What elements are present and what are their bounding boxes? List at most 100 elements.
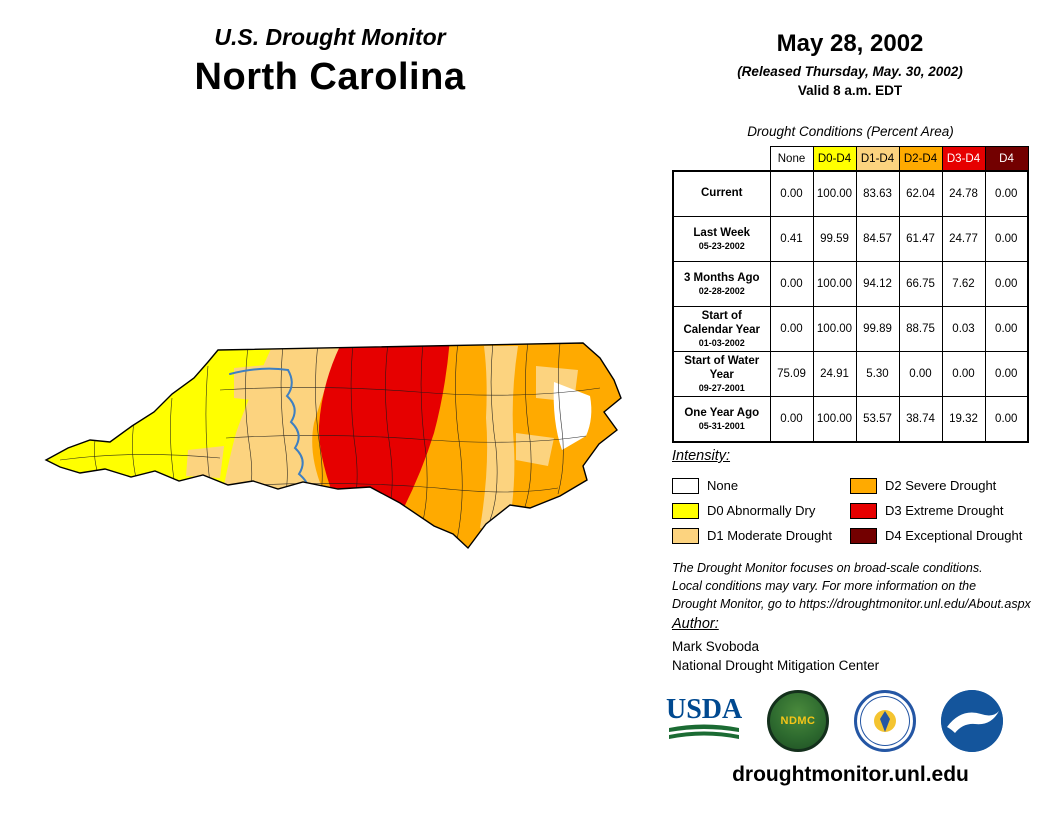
- drought-conditions-table: None D0-D4 D1-D4 D2-D4 D3-D4 D4 Current …: [672, 146, 1029, 443]
- row-label: Current: [672, 170, 771, 217]
- legend-swatch-d3: [850, 502, 877, 519]
- table-cell: 66.75: [898, 261, 943, 307]
- row-label: Start of Calendar Year 01-03-2002: [672, 306, 771, 352]
- valid-time: Valid 8 a.m. EDT: [797, 83, 903, 98]
- title-block: U.S. Drought Monitor North Carolina: [140, 24, 520, 99]
- legend-swatch-none: [672, 477, 699, 494]
- table-cell: 94.12: [855, 261, 900, 307]
- legend-swatch-d4: [850, 527, 877, 544]
- table-cell: 0.00: [984, 351, 1029, 397]
- column-header-d3-d4: D3-D4: [941, 146, 986, 172]
- table-cell: 38.74: [898, 396, 943, 443]
- legend-item-d0: D0 Abnormally Dry: [672, 502, 850, 519]
- table-cell: 62.04: [898, 170, 943, 217]
- column-header-d0-d4: D0-D4: [812, 146, 857, 172]
- legend-item-d1: D1 Moderate Drought: [672, 527, 850, 544]
- disclaimer-line: The Drought Monitor focuses on broad-sca…: [672, 561, 983, 575]
- row-label: One Year Ago 05-31-2001: [672, 396, 771, 443]
- legend-grid: None D0 Abnormally Dry D1 Moderate Droug…: [672, 473, 1042, 548]
- table-cell: 19.32: [941, 396, 986, 443]
- row-label-text: 3 Months Ago: [683, 271, 760, 284]
- report-date: May 28, 2002: [776, 30, 924, 57]
- table-cell: 75.09: [769, 351, 814, 397]
- legend-title: Intensity:: [672, 448, 731, 464]
- row-label: 3 Months Ago 02-28-2002: [672, 261, 771, 307]
- doc-emblem-icon: [874, 710, 896, 732]
- row-sublabel-text: 05-23-2002: [698, 241, 745, 252]
- author-name: Mark Svoboda: [672, 639, 760, 654]
- table-row-start-calendar-year: Start of Calendar Year 01-03-2002 0.00 1…: [672, 306, 1029, 352]
- row-sublabel-text: 02-28-2002: [698, 286, 745, 297]
- column-header-d2-d4: D2-D4: [898, 146, 943, 172]
- author-org: National Drought Mitigation Center: [672, 658, 880, 673]
- footer-url: droughtmonitor.unl.edu: [732, 763, 969, 786]
- region-title: North Carolina: [194, 56, 466, 98]
- usda-logo: USDA: [666, 695, 742, 747]
- table-cell: 0.00: [769, 306, 814, 352]
- table-cell: 0.00: [984, 216, 1029, 262]
- table-cell: 0.00: [984, 261, 1029, 307]
- report-title: U.S. Drought Monitor: [214, 24, 446, 50]
- table-cell: 0.00: [769, 261, 814, 307]
- legend-label: D0 Abnormally Dry: [707, 503, 816, 518]
- drought-map-north-carolina: [38, 338, 630, 569]
- noaa-gull-icon: [941, 690, 1003, 752]
- table-cell: 61.47: [898, 216, 943, 262]
- table-cell: 88.75: [898, 306, 943, 352]
- row-label: Start of Water Year 09-27-2001: [672, 351, 771, 397]
- region-d1-patch-nw: [234, 364, 276, 402]
- legend-swatch-d2: [850, 477, 877, 494]
- legend-item-d2: D2 Severe Drought: [850, 477, 1040, 494]
- disclaimer: The Drought Monitor focuses on broad-sca…: [672, 560, 1031, 613]
- table-cell: 0.00: [984, 396, 1029, 443]
- column-header-d4: D4: [984, 146, 1029, 172]
- table-cell: 0.00: [898, 351, 943, 397]
- author-block: Author: Mark Svoboda National Drought Mi…: [672, 616, 879, 673]
- table-cell: 99.59: [812, 216, 857, 262]
- ndmc-logo-text: NDMC: [780, 715, 816, 727]
- legend-item-none: None: [672, 477, 850, 494]
- row-label-text: Last Week: [693, 226, 751, 239]
- table-cell: 83.63: [855, 170, 900, 217]
- table-cell: 0.00: [941, 351, 986, 397]
- table-row-one-year-ago: One Year Ago 05-31-2001 0.00 100.00 53.5…: [672, 396, 1029, 443]
- table-header-row: None D0-D4 D1-D4 D2-D4 D3-D4 D4: [673, 146, 1029, 172]
- legend-label: D4 Exceptional Drought: [885, 528, 1023, 543]
- legend-item-d3: D3 Extreme Drought: [850, 502, 1040, 519]
- table-cell: 24.91: [812, 351, 857, 397]
- table-cell: 0.00: [769, 396, 814, 443]
- row-sublabel-text: 09-27-2001: [698, 383, 745, 394]
- table-row-current: Current 0.00 100.00 83.63 62.04 24.78 0.…: [672, 170, 1029, 217]
- released-date: (Released Thursday, May. 30, 2002): [737, 64, 963, 79]
- author-heading: Author:: [672, 616, 719, 632]
- table-cell: 100.00: [812, 396, 857, 443]
- map-regions: [46, 343, 621, 548]
- table-cell: 100.00: [812, 261, 857, 307]
- legend-swatch-d0: [672, 502, 699, 519]
- table-cell: 7.62: [941, 261, 986, 307]
- region-d1-coastal-patch-south: [516, 433, 554, 466]
- legend-label: D2 Severe Drought: [885, 478, 997, 493]
- row-sublabel-text: 05-31-2001: [698, 421, 745, 432]
- row-label-text: One Year Ago: [684, 406, 760, 419]
- table-title: Drought Conditions (Percent Area): [747, 124, 954, 139]
- table-row-start-water-year: Start of Water Year 09-27-2001 75.09 24.…: [672, 351, 1029, 397]
- department-of-commerce-seal-icon: [854, 690, 916, 752]
- intensity-legend: Intensity: None D0 Abnormally Dry D1 Mod…: [672, 448, 1042, 548]
- state-outline: [44, 342, 622, 550]
- legend-label: None: [707, 478, 739, 493]
- table-cell: 100.00: [812, 306, 857, 352]
- region-d1-east-strip: [480, 346, 518, 533]
- usda-swoosh-icon: [669, 724, 739, 739]
- table-cell: 0.00: [769, 170, 814, 217]
- table-cell: 0.03: [941, 306, 986, 352]
- table-cell: 0.00: [984, 306, 1029, 352]
- row-label-text: Current: [700, 186, 743, 199]
- column-header-none: None: [769, 146, 814, 172]
- ndmc-logo-icon: NDMC: [767, 690, 829, 752]
- table-cell: 99.89: [855, 306, 900, 352]
- row-label-text: Start of Water Year: [684, 354, 760, 381]
- disclaimer-line: Drought Monitor, go to https://droughtmo…: [672, 596, 1031, 611]
- region-d1-patch-sw: [186, 446, 224, 478]
